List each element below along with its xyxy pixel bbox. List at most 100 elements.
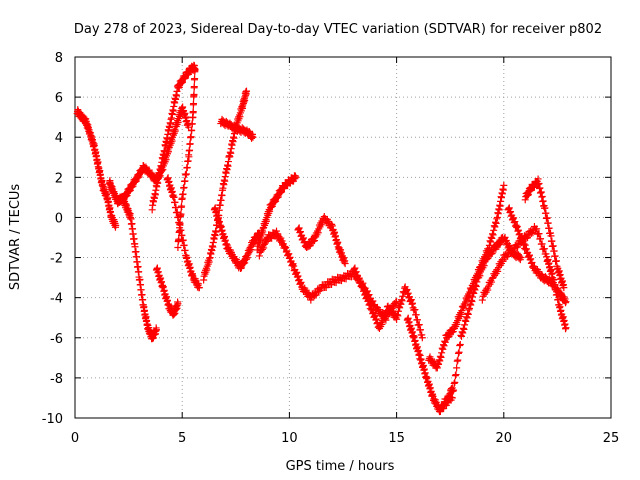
data-point — [517, 254, 525, 262]
data-point — [520, 240, 528, 248]
data-point — [480, 262, 488, 270]
data-point — [180, 184, 188, 192]
data-point — [455, 348, 463, 356]
data-point — [468, 298, 476, 306]
data-point — [180, 177, 188, 185]
x-tick-label: 5 — [178, 431, 186, 446]
data-point — [212, 228, 220, 236]
y-tick-label: -10 — [42, 412, 63, 427]
chart-title: Day 278 of 2023, Sidereal Day-to-day VTE… — [74, 22, 602, 37]
data-point — [418, 331, 426, 339]
data-point — [521, 241, 529, 249]
y-axis-label: SDTVAR / TECUs — [8, 184, 23, 291]
data-point — [503, 240, 511, 248]
data-point — [452, 371, 460, 379]
data-point — [467, 296, 475, 304]
data-point — [355, 274, 363, 282]
data-point — [190, 93, 198, 101]
data-point — [368, 305, 376, 313]
data-point — [187, 127, 195, 135]
data-point — [449, 328, 457, 336]
data-point — [403, 286, 411, 294]
x-tick-label: 10 — [281, 431, 298, 446]
data-point — [174, 300, 182, 308]
data-point — [487, 250, 495, 258]
data-point — [312, 291, 320, 299]
data-point — [456, 340, 464, 348]
data-point — [112, 221, 120, 229]
data-point — [260, 244, 268, 252]
data-point — [505, 204, 513, 212]
data-point — [249, 133, 257, 141]
data-point — [516, 252, 524, 260]
data-point — [502, 253, 510, 261]
data-point — [472, 282, 480, 290]
data-point — [527, 229, 535, 237]
data-point — [439, 345, 447, 353]
data-point — [499, 257, 507, 265]
data-point — [416, 326, 424, 334]
data-point — [494, 267, 502, 275]
y-tick-label: 4 — [55, 131, 63, 146]
data-point — [454, 349, 462, 357]
data-point — [292, 173, 300, 181]
data-point — [528, 258, 536, 266]
y-tick-label: -8 — [50, 372, 63, 387]
data-point — [465, 306, 473, 314]
data-point — [174, 244, 182, 252]
data-point — [444, 333, 452, 341]
x-tick-label: 20 — [496, 431, 513, 446]
data-point — [515, 226, 523, 234]
data-point — [359, 283, 367, 291]
data-point — [282, 243, 290, 251]
data-point — [448, 328, 456, 336]
data-point — [189, 114, 197, 122]
x-tick-label: 25 — [603, 431, 620, 446]
data-point — [243, 87, 251, 95]
data-point — [178, 195, 186, 203]
data-point — [510, 214, 518, 222]
data-point — [409, 299, 417, 307]
data-point — [398, 297, 406, 305]
y-tick-label: -4 — [50, 292, 63, 307]
data-point — [496, 240, 504, 248]
data-point — [412, 311, 420, 319]
data-point — [476, 272, 484, 280]
data-point — [448, 394, 456, 402]
data-point — [522, 245, 530, 253]
data-point — [393, 311, 401, 319]
data-point — [478, 296, 486, 304]
data-point — [453, 364, 461, 372]
data-point — [314, 287, 322, 295]
data-point — [493, 215, 501, 223]
data-point — [433, 364, 441, 372]
data-point — [411, 306, 419, 314]
plot-frame — [74, 56, 612, 419]
data-point — [371, 311, 379, 319]
x-tick-label: 0 — [71, 431, 79, 446]
x-tick-label: 15 — [388, 431, 405, 446]
data-point — [290, 262, 298, 270]
data-point — [465, 292, 473, 300]
data-point — [308, 293, 316, 301]
data-point — [450, 379, 458, 387]
data-point — [311, 292, 319, 300]
data-point — [459, 324, 467, 332]
data-point — [464, 309, 472, 317]
data-point — [186, 134, 194, 142]
data-point — [509, 247, 517, 255]
data-point — [465, 304, 473, 312]
data-point — [540, 245, 548, 253]
data-point — [440, 342, 448, 350]
data-point — [184, 157, 192, 165]
data-point — [372, 315, 380, 323]
data-point — [488, 278, 496, 286]
data-point — [513, 222, 521, 230]
data-point — [484, 255, 492, 263]
data-point — [445, 333, 453, 341]
data-point — [306, 242, 314, 250]
data-point — [351, 264, 359, 272]
data-point — [341, 260, 349, 268]
data-point — [492, 218, 500, 226]
